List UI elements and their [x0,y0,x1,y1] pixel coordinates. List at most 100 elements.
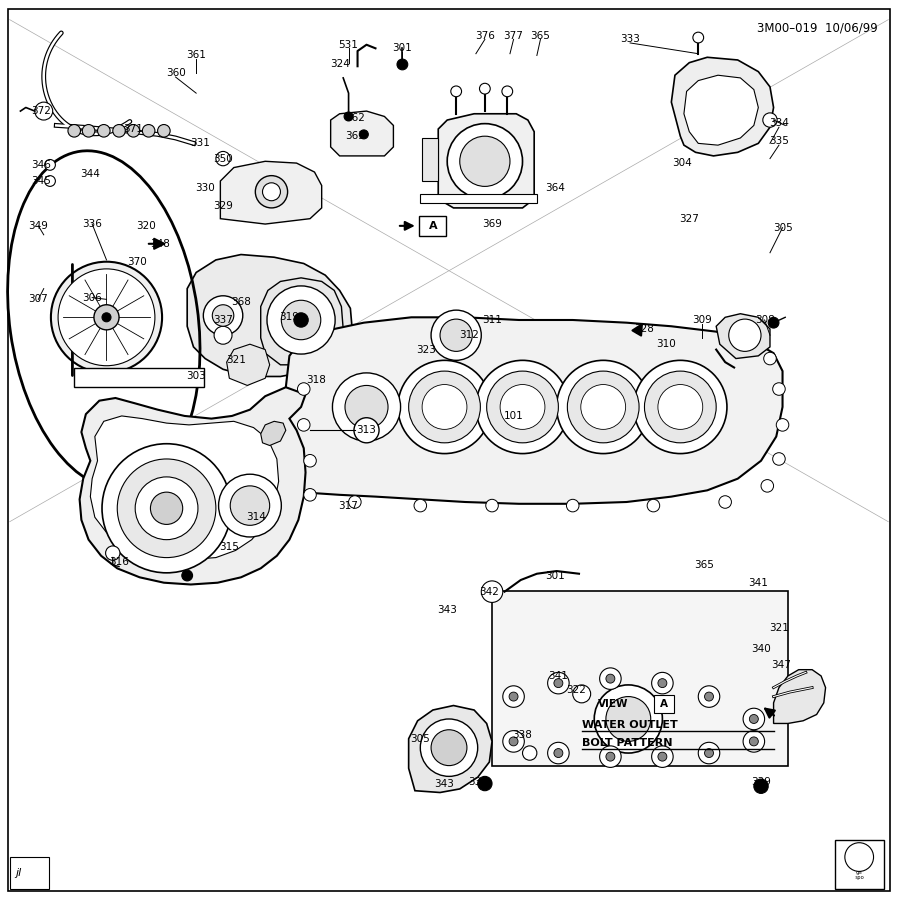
Polygon shape [91,416,278,560]
Text: 360: 360 [165,68,185,78]
Text: 308: 308 [754,315,774,325]
Circle shape [600,746,621,768]
Text: 334: 334 [769,118,788,128]
Text: 309: 309 [692,315,712,325]
Text: 327: 327 [680,213,700,224]
Circle shape [647,500,660,512]
Bar [422,138,438,181]
Circle shape [606,674,615,683]
Polygon shape [220,161,321,224]
Text: 347: 347 [770,661,790,670]
Circle shape [344,112,353,121]
Text: A: A [660,698,668,708]
Circle shape [763,352,776,365]
Circle shape [354,418,379,443]
Text: 343: 343 [435,778,454,788]
FancyBboxPatch shape [655,695,674,713]
Circle shape [35,102,53,120]
Text: 316: 316 [110,557,129,567]
Circle shape [218,474,281,537]
Circle shape [705,692,714,701]
Circle shape [397,59,408,70]
Text: 362: 362 [345,113,365,123]
Circle shape [102,313,111,322]
Circle shape [548,672,569,694]
Circle shape [567,500,579,512]
Circle shape [729,320,761,351]
Text: WATER OUTLET: WATER OUTLET [582,720,677,730]
Text: 371: 371 [123,124,144,134]
Text: 301: 301 [545,571,565,580]
Circle shape [297,418,310,431]
Circle shape [113,124,126,137]
Circle shape [749,737,758,746]
Circle shape [447,123,523,199]
Text: 329: 329 [213,201,233,212]
Circle shape [440,320,472,351]
Circle shape [158,124,170,137]
Circle shape [128,124,140,137]
Circle shape [414,500,427,512]
Circle shape [554,749,563,758]
Circle shape [658,679,667,688]
Text: 311: 311 [482,315,502,325]
Circle shape [743,708,764,730]
Circle shape [420,719,478,777]
Circle shape [281,301,321,339]
Circle shape [645,371,717,443]
Text: 368: 368 [231,297,251,307]
Circle shape [45,159,56,170]
Text: 336: 336 [83,219,102,230]
Bar [75,367,204,387]
Text: 361: 361 [186,50,207,60]
Text: 340: 340 [751,644,770,654]
Text: 337: 337 [213,315,233,325]
Circle shape [68,124,81,137]
Circle shape [431,730,467,766]
Circle shape [503,686,524,707]
Text: jl: jl [15,868,22,878]
Circle shape [652,672,674,694]
Circle shape [705,749,714,758]
Circle shape [500,384,545,429]
Polygon shape [438,113,534,208]
Circle shape [693,32,704,43]
Circle shape [304,454,316,467]
Circle shape [255,176,287,208]
Text: 307: 307 [29,294,48,304]
Polygon shape [226,344,269,385]
Circle shape [216,151,230,166]
Text: 531: 531 [339,40,358,50]
Circle shape [359,130,368,139]
Text: BOLT PATTERN: BOLT PATTERN [582,738,673,748]
Text: 304: 304 [673,158,692,168]
Circle shape [212,305,233,327]
Circle shape [502,86,513,96]
Text: 339: 339 [751,777,771,787]
Circle shape [743,731,764,752]
FancyBboxPatch shape [10,857,49,889]
Circle shape [294,313,308,328]
Text: 349: 349 [29,220,48,230]
Text: 339: 339 [468,777,488,787]
Circle shape [332,373,401,441]
Circle shape [652,746,674,768]
Text: A: A [428,220,437,230]
Circle shape [749,715,758,724]
Bar [492,590,788,766]
Circle shape [431,310,481,360]
Circle shape [422,384,467,429]
Text: 331: 331 [189,139,209,148]
Polygon shape [330,111,393,156]
Text: 317: 317 [339,500,358,510]
Circle shape [699,686,720,707]
Text: 313: 313 [357,426,376,436]
Bar [420,194,537,203]
Circle shape [98,124,110,137]
Polygon shape [187,255,352,376]
Circle shape [476,360,569,454]
Text: 322: 322 [567,685,586,696]
Circle shape [230,486,269,526]
Circle shape [845,842,874,871]
Text: 346: 346 [31,160,51,170]
